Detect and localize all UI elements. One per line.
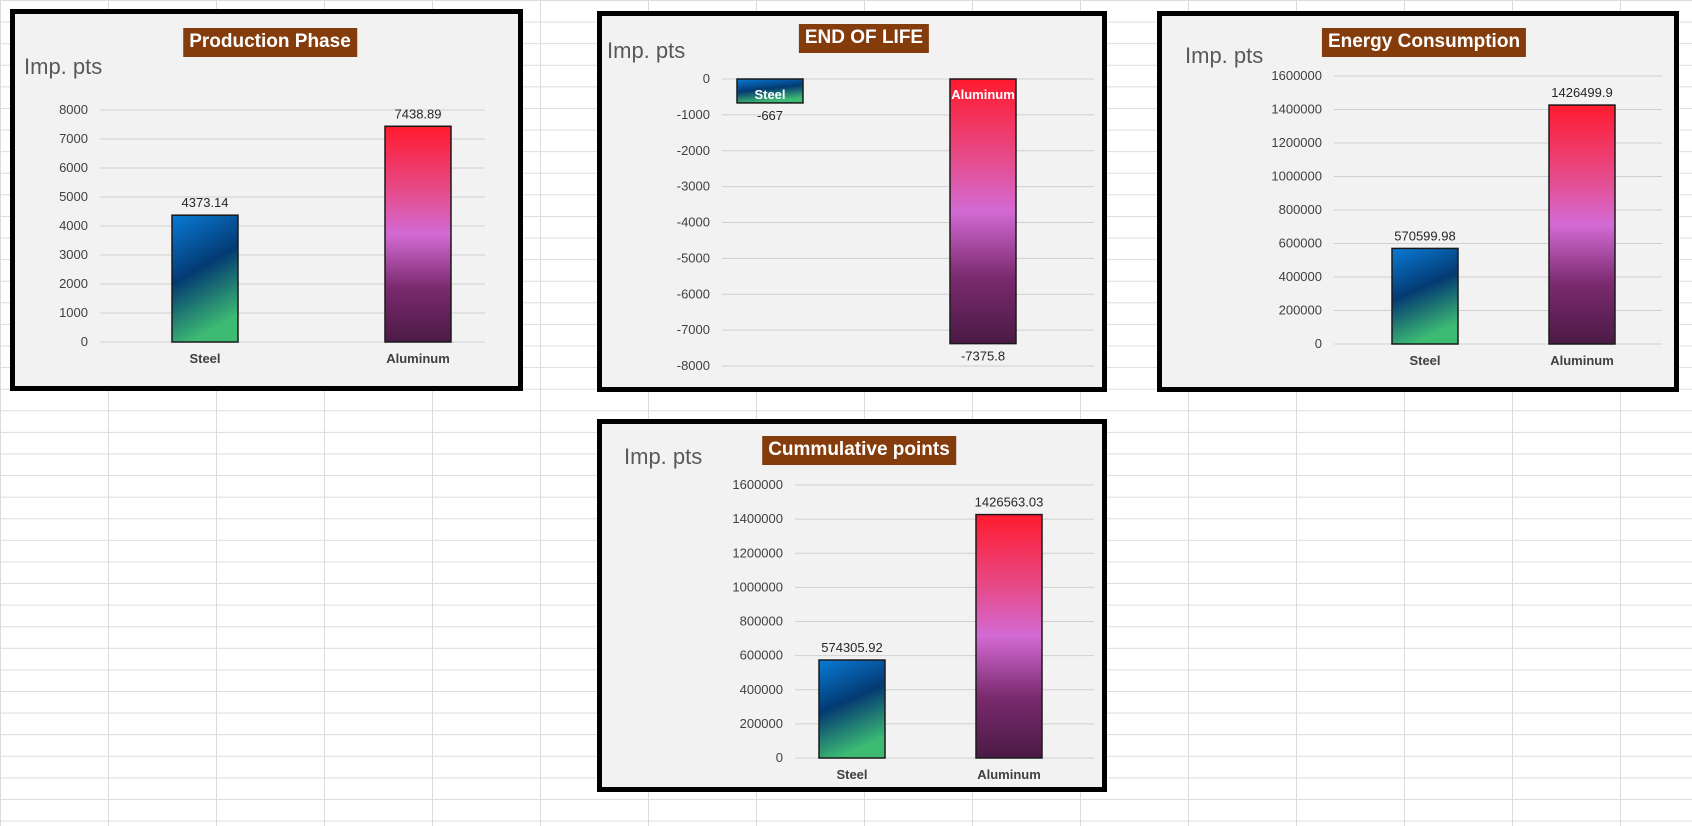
aluminum-bar <box>1548 104 1616 345</box>
y-tick-label: 0 <box>776 750 783 765</box>
data-label: -7375.8 <box>961 349 1005 364</box>
energy-consumption-plot: 0 200000 400000 600000 800000 1000000 1200000 1… <box>1271 68 1662 368</box>
cumulative-points-plot: 0 200000 400000 600000 800000 1000000 1200000 1… <box>732 477 1094 782</box>
y-tick-label: 1200000 <box>1271 135 1322 150</box>
y-tick-label: 200000 <box>740 716 783 731</box>
end-of-life-plot: 0 -1000 -2000 -3000 -4000 -5000 -6000 -7000 -800… <box>677 71 1094 373</box>
chart-title: END OF LIFE <box>798 24 930 53</box>
data-label: 570599.98 <box>1394 228 1455 243</box>
end-of-life-chart: 0 -1000 -2000 -3000 -4000 -5000 -6000 -7000 -800… <box>597 11 1107 392</box>
x-category-label: Aluminum <box>386 351 450 366</box>
data-label: 1426499.9 <box>1551 85 1612 100</box>
x-category-label: Aluminum <box>951 87 1015 102</box>
y-axis-label: Imp. pts <box>1185 43 1264 68</box>
y-tick-label: -1000 <box>677 107 710 122</box>
aluminum-bar <box>975 513 1043 759</box>
y-tick-label: 600000 <box>1279 236 1322 251</box>
chart-title: Cummulative points <box>762 436 956 465</box>
aluminum-bar <box>949 78 1017 345</box>
y-axis-label: Imp. pts <box>607 38 686 63</box>
steel-bar <box>818 659 886 759</box>
y-tick-label: 2000 <box>59 276 88 291</box>
data-label: 1426563.03 <box>975 495 1044 510</box>
y-tick-label: 1600000 <box>732 477 783 492</box>
y-tick-label: 1600000 <box>1271 68 1322 83</box>
data-label: 4373.14 <box>182 195 229 210</box>
y-tick-label: 1000 <box>59 305 88 320</box>
energy-consumption-chart: 0 200000 400000 600000 800000 1000000 1200000 1… <box>1157 11 1679 392</box>
y-tick-label: 400000 <box>740 682 783 697</box>
y-tick-label: 1000000 <box>732 579 783 594</box>
y-tick-label: 8000 <box>59 102 88 117</box>
y-tick-label: -4000 <box>677 215 710 230</box>
y-tick-label: 200000 <box>1279 303 1322 318</box>
data-label: -667 <box>757 108 783 123</box>
y-tick-label: -5000 <box>677 250 710 265</box>
chart-title: Energy Consumption <box>1321 28 1527 57</box>
y-tick-label: 400000 <box>1279 269 1322 284</box>
y-tick-label: 1200000 <box>732 545 783 560</box>
y-tick-label: 1400000 <box>1271 102 1322 117</box>
y-tick-label: 1000000 <box>1271 169 1322 184</box>
y-tick-label: -7000 <box>677 322 710 337</box>
x-category-label: Aluminum <box>977 767 1041 782</box>
production-phase-chart: 0 1000 2000 3000 4000 5000 6000 7000 8000 4373.14… <box>10 9 523 391</box>
steel-bar <box>736 78 804 104</box>
y-tick-label: -3000 <box>677 179 710 194</box>
y-tick-label: 600000 <box>740 648 783 663</box>
steel-bar <box>1391 247 1459 345</box>
y-tick-label: -2000 <box>677 143 710 158</box>
x-category-label: Steel <box>754 87 785 102</box>
data-label: 7438.89 <box>395 106 442 121</box>
production-phase-plot: 0 1000 2000 3000 4000 5000 6000 7000 8000 4373.14… <box>59 102 485 366</box>
y-tick-label: 800000 <box>740 614 783 629</box>
y-axis-label: Imp. pts <box>624 444 703 469</box>
y-tick-label: 0 <box>81 334 88 349</box>
y-tick-label: 5000 <box>59 189 88 204</box>
y-tick-label: -6000 <box>677 286 710 301</box>
y-tick-label: 7000 <box>59 131 88 146</box>
y-tick-label: 6000 <box>59 160 88 175</box>
chart-title: Production Phase <box>183 28 357 57</box>
y-tick-label: 4000 <box>59 218 88 233</box>
cumulative-points-chart: 0 200000 400000 600000 800000 1000000 1200000 1… <box>597 419 1107 792</box>
steel-bar <box>171 214 239 343</box>
y-tick-label: 1400000 <box>732 511 783 526</box>
x-category-label: Steel <box>189 351 220 366</box>
y-tick-label: 3000 <box>59 247 88 262</box>
x-category-label: Steel <box>1409 353 1440 368</box>
y-tick-label: 0 <box>703 71 710 86</box>
x-category-label: Aluminum <box>1550 353 1614 368</box>
x-category-label: Steel <box>836 767 867 782</box>
y-tick-label: 800000 <box>1279 202 1322 217</box>
aluminum-bar <box>384 125 452 343</box>
y-tick-label: -8000 <box>677 358 710 373</box>
data-label: 574305.92 <box>821 640 882 655</box>
y-axis-label: Imp. pts <box>24 54 103 79</box>
y-tick-label: 0 <box>1315 336 1322 351</box>
